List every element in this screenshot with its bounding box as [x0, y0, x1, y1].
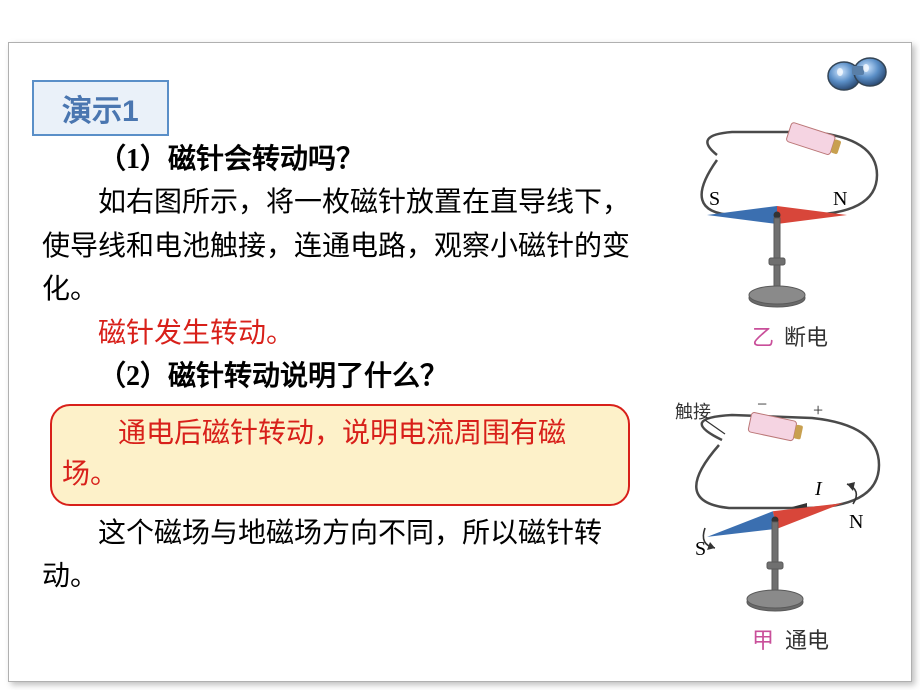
heading-box: 演示1 — [32, 80, 169, 136]
question-1: （1）磁针会转动吗？ — [42, 138, 642, 181]
label-s: S — [709, 188, 720, 210]
label-i: I — [814, 478, 823, 500]
diagram-bottom-caption: 通电 — [785, 628, 829, 653]
diagram-top-char: 乙 — [752, 325, 774, 350]
heading-text: 演示1 — [62, 95, 139, 128]
description-2: 这个磁场与地磁场方向不同，所以磁针转动。 — [42, 512, 642, 599]
question-2: （2）磁针转动说明了什么？ — [42, 355, 642, 398]
diagram-top-caption: 断电 — [784, 325, 828, 350]
description-1: 如右图所示，将一枚磁针放置在直导线下，使导线和电池触接，连通电路，观察小磁针的变… — [42, 181, 642, 311]
diagram-bottom-char: 甲 — [752, 628, 774, 653]
label-n2: N — [849, 511, 863, 533]
label-minus: − — [757, 400, 767, 414]
answer-1: 磁针发生转动。 — [42, 312, 642, 355]
label-n: N — [833, 188, 847, 210]
diagram-on: 触接 − + I S N 甲 通电 — [657, 400, 892, 675]
label-plus: + — [813, 400, 823, 420]
binoculars-icon — [824, 50, 892, 94]
conclusion-text: 通电后磁针转动，说明电流周围有磁场。 — [62, 414, 618, 495]
conclusion-box: 通电后磁针转动，说明电流周围有磁场。 — [50, 404, 630, 505]
label-touch: 触接 — [675, 402, 711, 422]
diagram-off: S N 乙 断电 — [662, 120, 892, 375]
slide-content: （1）磁针会转动吗？ 如右图所示，将一枚磁针放置在直导线下，使导线和电池触接，连… — [42, 138, 642, 598]
label-s2: S — [695, 538, 706, 560]
